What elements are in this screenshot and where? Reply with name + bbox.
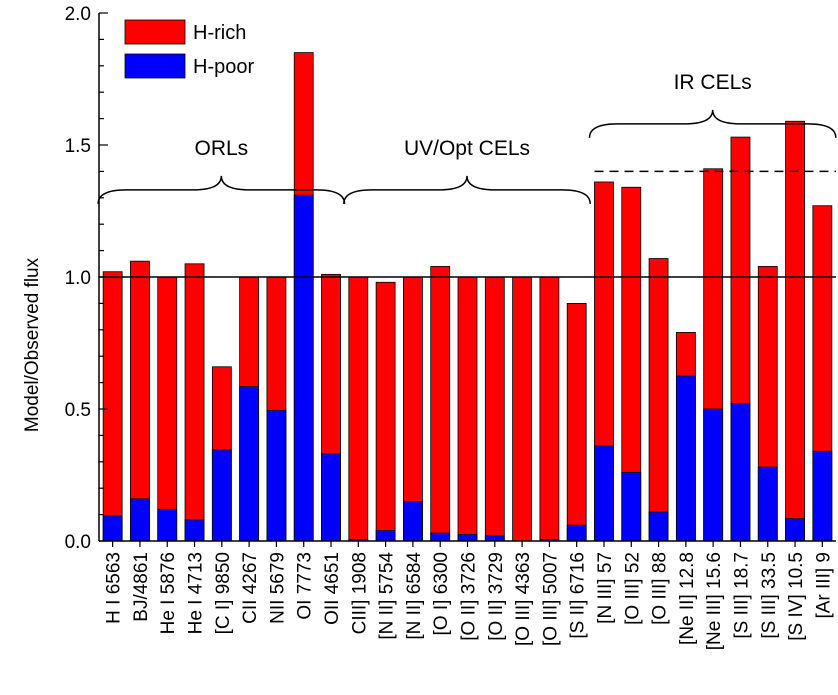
x-tick-label: OI 7773 — [295, 552, 316, 620]
bar-h-poor-2 — [157, 508, 178, 542]
x-tick-label: [O II] 3726 — [459, 552, 480, 641]
x-tick-label: [C I] 9850 — [213, 552, 234, 634]
x-tick-label: [O III] 88 — [650, 552, 671, 625]
bar-h-poor-12 — [430, 532, 451, 542]
bar-h-rich-13 — [457, 276, 478, 542]
x-tick-label: [N II] 6584 — [404, 552, 425, 640]
x-tick-label: [N II] 5754 — [377, 552, 398, 640]
bar-h-poor-20 — [648, 511, 669, 542]
bar-h-poor-3 — [184, 519, 205, 542]
bar-h-poor-11 — [403, 500, 423, 542]
bar-h-poor-17 — [566, 524, 587, 542]
bar-h-rich-25 — [785, 120, 805, 542]
x-tick-label: CII 4267 — [240, 552, 261, 624]
x-tick-label: He I 4713 — [186, 552, 207, 634]
group-label-1: UV/Opt CELs — [404, 137, 530, 160]
x-tick-label: [S III] 33.5 — [759, 552, 780, 639]
bar-h-poor-7 — [293, 194, 314, 542]
bar-h-poor-5 — [239, 386, 260, 542]
group-label-2: IR CELs — [674, 71, 752, 94]
legend: H-rich H-poor — [124, 19, 254, 79]
x-tick-label: BJ/4861 — [131, 552, 152, 622]
y-tick-label: 0.5 — [65, 400, 91, 421]
bar-h-poor-26 — [812, 450, 833, 542]
x-tick-label: [Ne II] 12.8 — [677, 552, 698, 645]
bar-h-rich-15 — [512, 276, 532, 542]
bar-h-rich-2 — [157, 276, 178, 542]
bar-h-poor-10 — [375, 530, 396, 542]
x-tick-label: [N III] 57 — [595, 552, 616, 624]
bar-h-rich-9 — [348, 276, 369, 542]
bar-h-rich-14 — [484, 276, 505, 542]
bars-layer — [102, 52, 833, 542]
brace-2 — [588, 109, 837, 138]
y-tick-label: 1.5 — [65, 136, 91, 157]
legend-label-0: H-rich — [193, 22, 246, 44]
x-tick-label: He I 5876 — [158, 552, 179, 634]
x-tick-label: [O III] 52 — [622, 552, 643, 625]
bar-h-poor-14 — [484, 535, 505, 542]
bar-h-rich-3 — [184, 263, 205, 542]
bar-h-poor-13 — [457, 534, 478, 542]
bar-h-poor-22 — [703, 408, 724, 542]
y-axis-title: Model/Observed flux — [22, 257, 43, 432]
x-tick-label: [O I] 6300 — [431, 552, 452, 635]
bar-h-poor-8 — [321, 453, 341, 542]
bar-h-rich-17 — [566, 302, 587, 542]
x-tick-label: [S IV] 10.5 — [786, 552, 807, 641]
group-label-0: ORLs — [194, 137, 248, 160]
axes-layer: 0.0 0.5 1.0 1.5 2.0 H I 6563 BJ/4861 He I 5876 H… — [65, 4, 836, 650]
x-tick-label: [Ar III] 9 — [813, 552, 834, 619]
bar-h-rich-10 — [375, 281, 396, 542]
bar-h-poor-6 — [266, 409, 287, 542]
x-tick-label: H I 6563 — [104, 552, 125, 624]
bar-h-poor-19 — [621, 471, 642, 542]
bar-h-poor-25 — [785, 518, 805, 542]
brace-1 — [343, 175, 591, 204]
bar-h-poor-23 — [730, 403, 751, 542]
bar-h-poor-18 — [594, 445, 614, 542]
y-tick-label: 1.0 — [65, 268, 91, 289]
brace-0 — [97, 175, 346, 204]
x-tick-label: NII 5679 — [267, 552, 288, 624]
bar-h-rich-0 — [102, 271, 123, 542]
lines-layer — [99, 170, 836, 278]
bar-h-poor-24 — [757, 466, 778, 542]
x-tick-label: [S II] 6716 — [568, 552, 589, 639]
bar-h-poor-4 — [211, 449, 232, 542]
legend-label-1: H-poor — [193, 56, 254, 78]
x-tick-label: [S III] 18.7 — [731, 552, 752, 639]
bar-h-poor-21 — [675, 375, 696, 542]
bar-h-poor-0 — [102, 515, 123, 542]
x-tick-label: [O II] 3729 — [486, 552, 507, 641]
legend-swatch-0 — [124, 19, 186, 45]
x-tick-label: [O III] 5007 — [540, 552, 561, 646]
y-tick-label: 0.0 — [65, 532, 91, 553]
y-tick-label: 2.0 — [65, 4, 91, 25]
x-tick-label: OII 4651 — [322, 552, 343, 625]
x-tick-label: CIII] 1908 — [349, 552, 370, 634]
bar-h-rich-20 — [648, 258, 669, 542]
bar-h-rich-12 — [430, 266, 451, 542]
bar-h-rich-16 — [539, 276, 560, 542]
x-tick-label: [O III] 4363 — [513, 552, 534, 646]
annotations-layer: ORLs UV/Opt CELs IR CELs — [97, 71, 837, 204]
x-tick-label: [Ne III] 15.6 — [704, 552, 725, 650]
legend-swatch-1 — [124, 53, 186, 79]
bar-h-poor-1 — [130, 498, 150, 542]
